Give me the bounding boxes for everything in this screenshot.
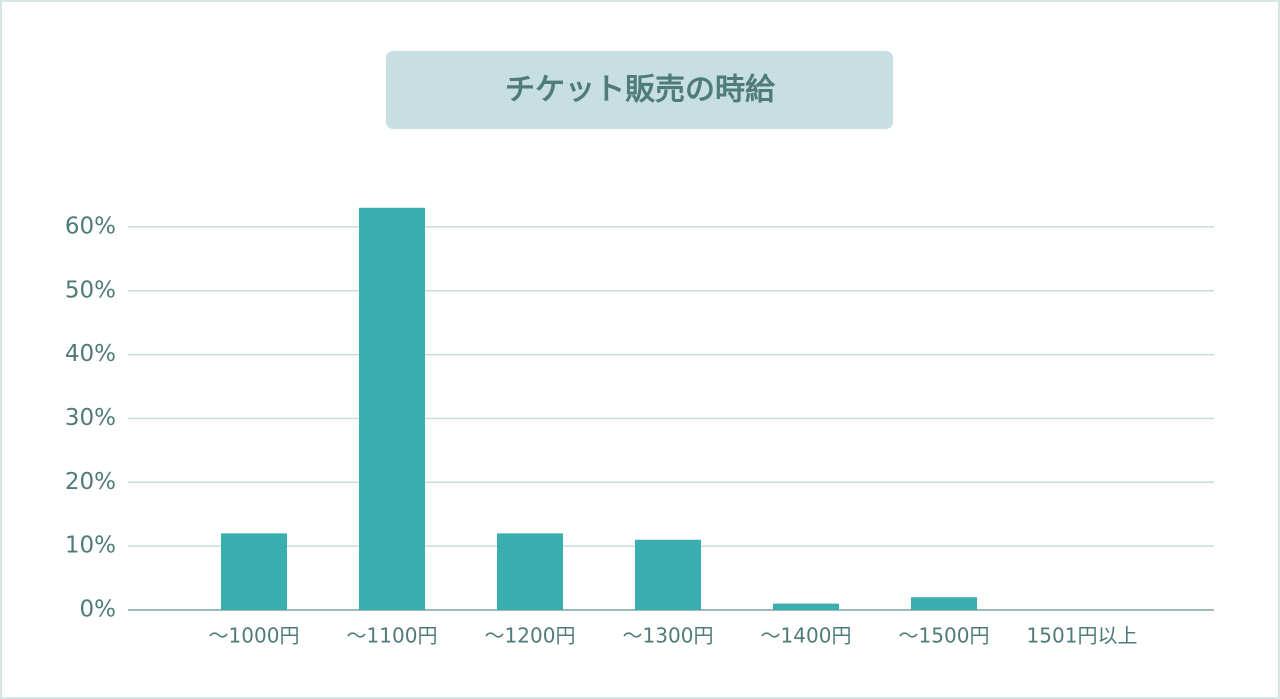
bar: [221, 533, 287, 610]
y-tick-label: 30%: [65, 405, 116, 431]
bar: [911, 597, 977, 610]
bar: [773, 603, 839, 610]
title-box: [386, 51, 893, 129]
x-tick-label: 1501円以上: [1027, 624, 1138, 648]
bar: [497, 533, 563, 610]
y-tick-label: 10%: [65, 533, 116, 559]
x-tick-label: ～1200円: [485, 624, 576, 648]
x-tick-label: ～1000円: [209, 624, 300, 648]
bar: [635, 539, 701, 610]
x-tick-label: ～1500円: [899, 624, 990, 648]
bar: [359, 207, 425, 610]
y-tick-label: 20%: [65, 469, 116, 495]
y-tick-label: 50%: [65, 277, 116, 303]
y-tick-label: 60%: [65, 213, 116, 239]
y-tick-label: 40%: [65, 341, 116, 367]
x-tick-label: ～1400円: [761, 624, 852, 648]
x-tick-label: ～1300円: [623, 624, 714, 648]
chart-title: チケット販売の時給: [505, 73, 776, 108]
x-tick-label: ～1100円: [347, 624, 438, 648]
y-tick-label: 0%: [80, 597, 117, 623]
